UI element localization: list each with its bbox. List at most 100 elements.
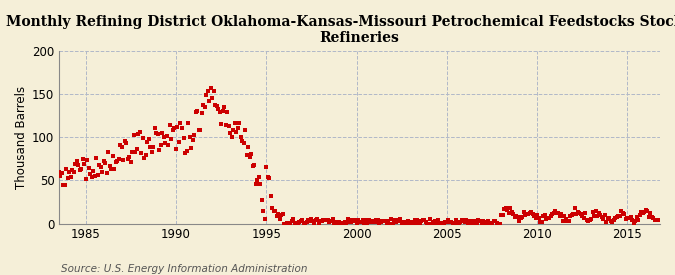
Point (435, 221, 446, 226)
Point (264, 176, 275, 180)
Point (515, 216, 526, 220)
Point (410, 218, 421, 222)
Point (396, 221, 407, 226)
Point (250, 182, 261, 186)
Point (428, 220, 439, 225)
Point (231, 130, 242, 134)
Point (598, 217, 609, 222)
Point (375, 220, 386, 224)
Point (154, 148, 165, 153)
Point (620, 217, 631, 221)
Point (99, 159, 109, 163)
Point (479, 221, 490, 226)
Point (609, 218, 620, 222)
Point (476, 221, 487, 226)
Point (324, 220, 335, 224)
Point (475, 219, 485, 223)
Point (175, 121, 186, 125)
Point (648, 216, 659, 221)
Point (358, 221, 369, 226)
Point (244, 155, 255, 159)
Point (153, 132, 163, 137)
Point (631, 215, 642, 219)
Point (318, 218, 329, 222)
Point (518, 210, 529, 214)
Point (80, 177, 91, 181)
Point (354, 219, 365, 224)
Point (219, 105, 230, 109)
Point (454, 221, 464, 226)
Point (383, 219, 394, 223)
Point (464, 218, 475, 223)
Point (138, 136, 148, 140)
Point (431, 221, 441, 226)
Point (630, 219, 641, 223)
Point (130, 150, 141, 155)
Point (390, 219, 401, 224)
Point (560, 217, 571, 221)
Point (222, 110, 233, 114)
Point (118, 157, 129, 162)
Point (640, 208, 651, 212)
Point (336, 221, 347, 225)
Point (92, 173, 103, 177)
Point (227, 127, 238, 132)
Point (554, 214, 565, 218)
Point (282, 221, 293, 225)
Point (159, 135, 169, 139)
Point (77, 157, 88, 162)
Point (360, 218, 371, 222)
Point (132, 147, 142, 152)
Point (514, 219, 524, 223)
Point (473, 218, 484, 222)
Point (347, 218, 358, 223)
Point (407, 219, 418, 224)
Point (605, 219, 616, 223)
Point (529, 214, 539, 218)
Point (489, 219, 500, 223)
Point (491, 221, 502, 225)
Point (482, 219, 493, 223)
Point (291, 221, 302, 226)
Point (362, 221, 373, 226)
Point (618, 211, 628, 215)
Point (86, 175, 97, 180)
Point (508, 211, 518, 216)
Point (294, 220, 305, 225)
Point (149, 126, 160, 130)
Point (449, 221, 460, 225)
Point (217, 109, 228, 113)
Point (210, 103, 221, 107)
Point (470, 221, 481, 225)
Point (544, 216, 555, 220)
Title: Monthly Refining District Oklahoma-Kansas-Missouri Petrochemical Feedstocks Stoc: Monthly Refining District Oklahoma-Kansa… (7, 15, 675, 45)
Point (440, 220, 451, 224)
Point (121, 141, 132, 146)
Point (126, 160, 136, 164)
Y-axis label: Thousand Barrels: Thousand Barrels (15, 86, 28, 189)
Point (526, 210, 537, 214)
Point (448, 221, 458, 226)
Point (166, 137, 177, 141)
Point (238, 141, 249, 145)
Point (128, 133, 139, 137)
Point (82, 158, 92, 163)
Point (494, 221, 505, 226)
Point (119, 139, 130, 143)
Point (321, 218, 332, 222)
Point (298, 221, 309, 226)
Point (531, 216, 541, 220)
Point (122, 157, 133, 161)
Point (67, 168, 78, 172)
Point (70, 162, 80, 167)
Point (236, 135, 246, 140)
Point (597, 214, 608, 219)
Point (371, 218, 381, 222)
Point (284, 221, 294, 225)
Point (172, 124, 183, 129)
Point (380, 219, 391, 224)
Point (488, 219, 499, 224)
Point (112, 159, 123, 163)
Point (165, 123, 176, 128)
Point (62, 175, 73, 180)
